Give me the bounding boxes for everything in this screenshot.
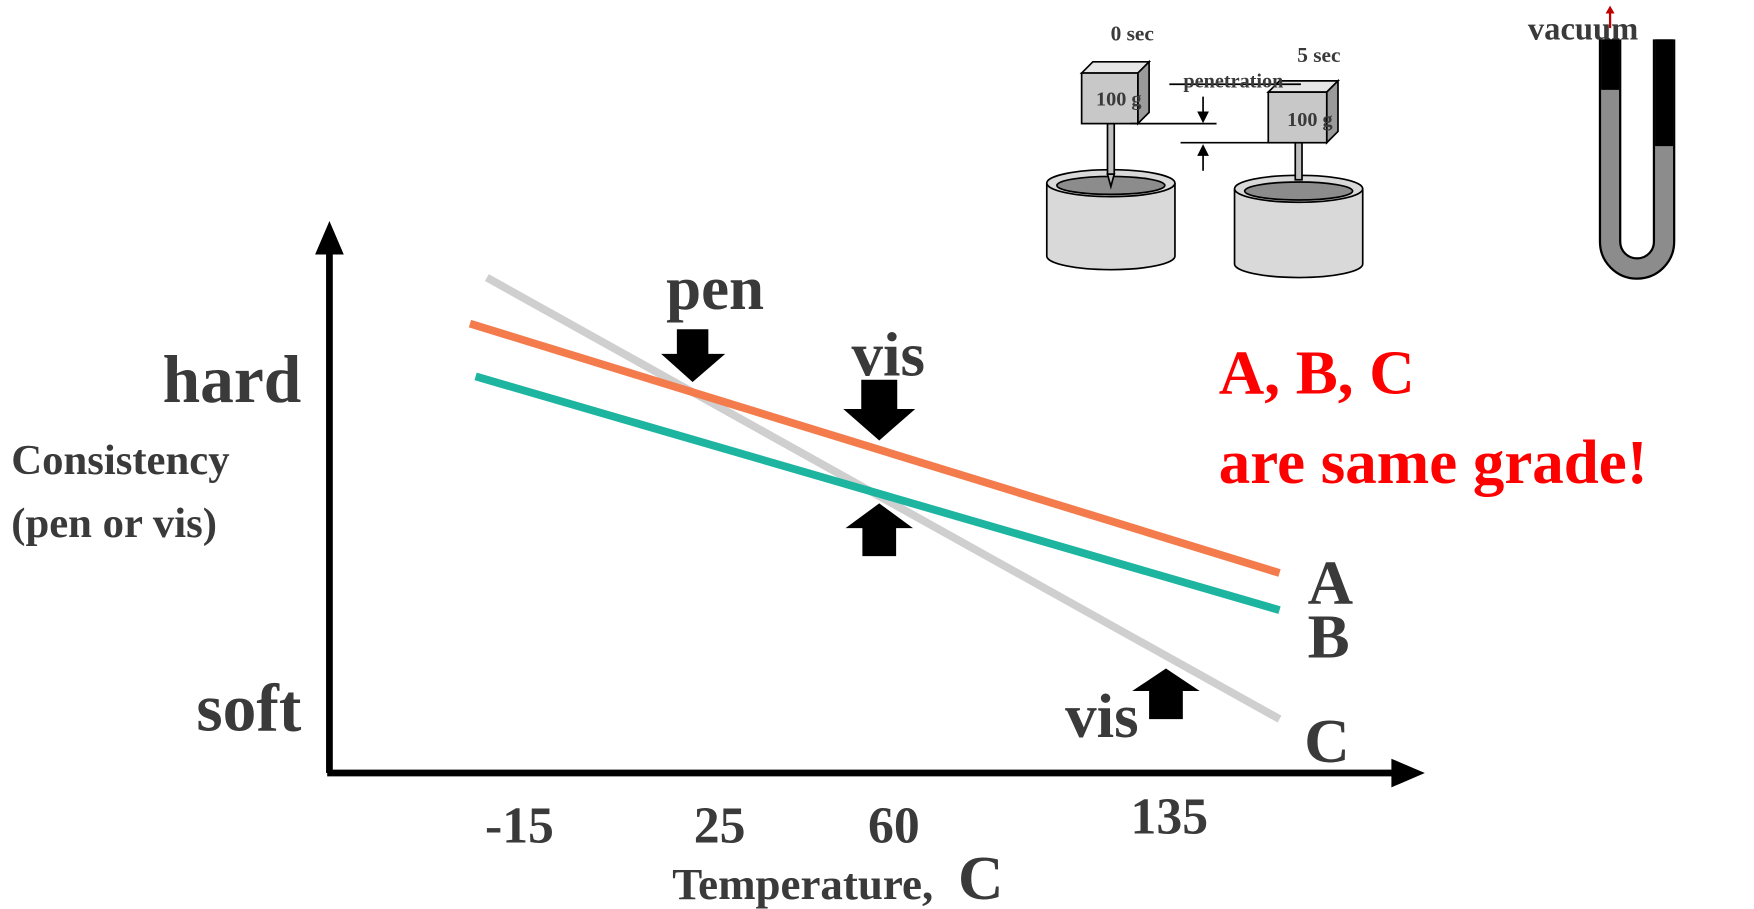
annotation: vis: [852, 319, 925, 389]
y-axis-title: Consistency: [11, 437, 229, 484]
annotation: pen: [666, 253, 764, 323]
arrow-up: [1132, 669, 1199, 720]
vacuum-label: vacuum: [1528, 11, 1638, 47]
time-label: 0 sec: [1111, 21, 1154, 45]
weight-label: 100 g: [1287, 109, 1333, 131]
slide: A B C hard soft Consistency (pen or vis)…: [0, 0, 1754, 909]
x-arrowhead: [1392, 760, 1423, 787]
level-label: soft: [196, 670, 301, 745]
x-axis-unit: C: [958, 843, 1003, 909]
x-tick-label: 60: [868, 798, 920, 855]
x-axis-title: Temperature,: [672, 859, 933, 909]
line-label: B: [1308, 601, 1350, 671]
y-axis-title: (pen or vis): [11, 500, 217, 547]
penetration-diagram: [1047, 62, 1363, 278]
x-tick-label: 135: [1131, 789, 1209, 846]
arrow-down: [661, 329, 725, 382]
x-tick-label: 25: [694, 798, 746, 855]
note: A, B, C: [1219, 337, 1415, 407]
axes: [316, 222, 1423, 786]
annotation: vis: [1065, 681, 1138, 751]
x-tick-label: -15: [485, 798, 554, 855]
penetration-label: penetration: [1183, 71, 1283, 93]
y-arrowhead: [316, 222, 343, 253]
level-label: hard: [163, 342, 302, 417]
line-label: C: [1304, 706, 1349, 776]
time-label: 5 sec: [1297, 43, 1340, 67]
page: {"y_axis": {"title": ["Consistency", "(p…: [0, 0, 1754, 909]
weight-label: 100 g: [1096, 89, 1142, 111]
note: are same grade!: [1219, 427, 1648, 497]
